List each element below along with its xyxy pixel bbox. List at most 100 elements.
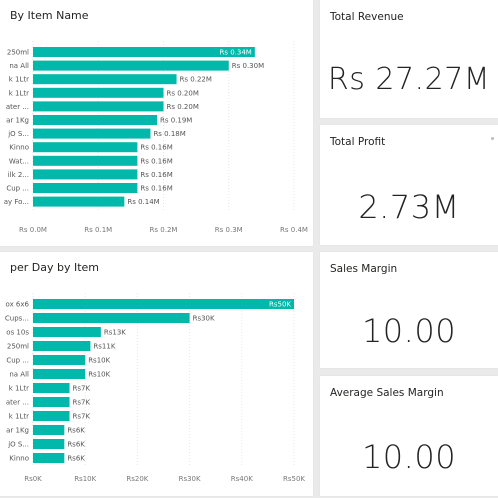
bar[interactable] bbox=[33, 439, 65, 449]
kpi-card-sales-margin[interactable]: Sales Margin 10.00 bbox=[320, 252, 498, 368]
category-label: k 1Ltr bbox=[9, 89, 29, 97]
kpi-title: Total Revenue bbox=[330, 11, 404, 23]
data-label: Rs13K bbox=[104, 329, 126, 337]
category-label: k 1Ltr bbox=[9, 413, 29, 421]
more-options-icon[interactable] bbox=[491, 137, 494, 140]
category-label: k 1Ltr bbox=[9, 76, 29, 84]
bar[interactable] bbox=[33, 383, 70, 393]
x-tick-label: Rs0K bbox=[24, 475, 42, 483]
kpi-card-average-sales-margin[interactable]: Average Sales Margin 10.00 bbox=[320, 376, 498, 496]
category-label: ater ... bbox=[6, 399, 29, 407]
data-label: Rs 0.22M bbox=[180, 76, 212, 84]
data-label: Rs7K bbox=[73, 413, 91, 421]
data-label: Rs10K bbox=[88, 357, 110, 365]
category-label: 250ml bbox=[7, 49, 29, 57]
category-label: ater ... bbox=[6, 103, 29, 111]
kpi-value: 10.00 bbox=[361, 438, 457, 476]
category-label: Kinno bbox=[9, 455, 29, 463]
data-label: Rs 0.19M bbox=[160, 117, 192, 125]
bar[interactable] bbox=[33, 169, 138, 180]
category-label: ox 6x6 bbox=[6, 301, 30, 309]
bar[interactable] bbox=[33, 196, 125, 207]
data-label: Rs 0.18M bbox=[153, 130, 185, 138]
category-label: Wat... bbox=[9, 157, 29, 165]
kpi-title: Average Sales Margin bbox=[330, 387, 444, 399]
category-label: k 1Ltr bbox=[9, 385, 29, 393]
bar[interactable] bbox=[33, 299, 294, 309]
category-label: Cup ... bbox=[6, 357, 29, 365]
data-label: Rs30K bbox=[193, 315, 215, 323]
kpi-value: 10.00 bbox=[361, 312, 457, 350]
category-label: jO S... bbox=[7, 441, 29, 449]
kpi-value: Rs 27.27M bbox=[327, 62, 491, 97]
category-label: os 10s bbox=[6, 329, 29, 337]
bar[interactable] bbox=[33, 327, 101, 337]
x-tick-label: Rs30K bbox=[179, 475, 201, 483]
x-tick-label: Rs 0.0M bbox=[19, 226, 47, 234]
data-label: Rs6K bbox=[67, 441, 85, 449]
bar[interactable] bbox=[33, 397, 70, 407]
bar[interactable] bbox=[33, 341, 91, 351]
data-label: Rs 0.20M bbox=[167, 103, 199, 111]
x-tick-label: Rs20K bbox=[126, 475, 148, 483]
bar[interactable] bbox=[33, 155, 138, 166]
x-tick-label: Rs 0.2M bbox=[150, 226, 178, 234]
data-label: Rs 0.16M bbox=[140, 171, 172, 179]
category-label: ilk 2... bbox=[8, 171, 29, 179]
chart-title: per Day by Item bbox=[10, 261, 100, 274]
category-label: Kinno bbox=[9, 144, 29, 152]
bar[interactable] bbox=[33, 47, 255, 57]
category-label: ay Fo... bbox=[4, 198, 29, 206]
data-label: Rs 0.30M bbox=[232, 62, 264, 70]
data-label: Rs6K bbox=[67, 427, 85, 435]
category-label: na All bbox=[9, 371, 29, 379]
kpi-title: Sales Margin bbox=[330, 263, 398, 275]
category-label: ar 1Kg bbox=[6, 117, 29, 125]
category-label: ar 1Kg bbox=[6, 427, 29, 435]
category-label: Cup ... bbox=[6, 185, 29, 193]
x-tick-label: Rs40K bbox=[231, 475, 253, 483]
data-label: Rs 0.20M bbox=[167, 89, 199, 97]
bar[interactable] bbox=[33, 74, 177, 85]
x-tick-label: Rs 0.1M bbox=[84, 226, 112, 234]
bar[interactable] bbox=[33, 355, 86, 365]
bar[interactable] bbox=[33, 313, 190, 323]
bar[interactable] bbox=[33, 60, 229, 71]
bar[interactable] bbox=[33, 128, 151, 139]
x-tick-label: Rs10K bbox=[74, 475, 96, 483]
category-label: 250ml bbox=[7, 343, 29, 351]
data-label: Rs11K bbox=[93, 343, 115, 351]
category-label: Cups... bbox=[5, 315, 29, 323]
data-label: Rs10K bbox=[88, 371, 110, 379]
bar[interactable] bbox=[33, 87, 164, 98]
chart-title: By Item Name bbox=[10, 9, 89, 22]
x-tick-label: Rs50K bbox=[283, 475, 305, 483]
data-label: Rs 0.34M bbox=[219, 49, 251, 57]
bar[interactable] bbox=[33, 142, 138, 153]
chart-tile-per-day-by-item: per Day by Item Rs0K Rs10K Rs20K Rs30K Rs40K… bbox=[0, 252, 313, 496]
data-label: Rs 0.16M bbox=[140, 185, 172, 193]
kpi-value: 2.73M bbox=[358, 188, 460, 226]
data-label: Rs6K bbox=[67, 455, 85, 463]
data-label: Rs 0.14M bbox=[127, 198, 159, 206]
data-label: Rs 0.16M bbox=[140, 144, 172, 152]
bar[interactable] bbox=[33, 101, 164, 112]
kpi-card-total-revenue[interactable]: Total Revenue Rs 27.27M bbox=[320, 0, 498, 118]
bar[interactable] bbox=[33, 369, 86, 379]
category-label: na All bbox=[9, 62, 29, 70]
x-tick-label: Rs 0.3M bbox=[215, 226, 243, 234]
data-label: Rs7K bbox=[73, 399, 91, 407]
bar[interactable] bbox=[33, 411, 70, 421]
data-label: Rs 0.16M bbox=[140, 157, 172, 165]
x-tick-label: Rs 0.4M bbox=[280, 226, 308, 234]
bar[interactable] bbox=[33, 453, 65, 463]
chart-tile-revenue-by-item: By Item Name Rs 0.0M Rs 0.1M Rs 0.2M Rs 0.3… bbox=[0, 0, 313, 246]
bar[interactable] bbox=[33, 115, 157, 125]
bar-chart-per-day-by-item: Rs0K Rs10K Rs20K Rs30K Rs40K Rs50K ox 6x6 Rs50K… bbox=[5, 293, 305, 483]
bar[interactable] bbox=[33, 183, 138, 193]
bar-chart-revenue-by-item: Rs 0.0M Rs 0.1M Rs 0.2M Rs 0.3M Rs 0.4M 250ml… bbox=[4, 41, 308, 234]
kpi-card-total-profit[interactable]: Total Profit 2.73M bbox=[320, 125, 498, 245]
data-label: Rs50K bbox=[269, 301, 291, 309]
category-label: jO S... bbox=[7, 130, 29, 138]
bar[interactable] bbox=[33, 425, 65, 435]
